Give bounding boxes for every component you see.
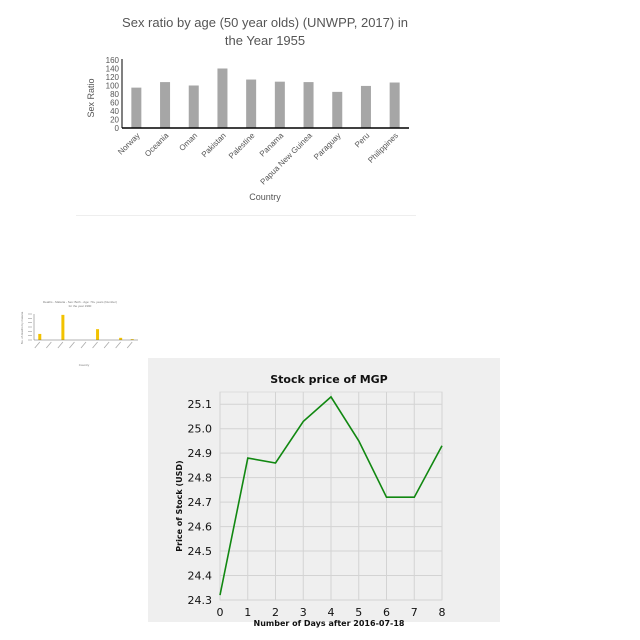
y-tick-label: 24.6 [188, 521, 213, 534]
sex-ratio-y-axis-title: Sex Ratio [86, 78, 96, 117]
x-tick-mark [103, 341, 110, 349]
y-tick-label: 40 [110, 107, 119, 116]
x-tick-label: 0 [217, 606, 224, 619]
x-tick-label: Peru [353, 131, 371, 149]
x-tick-label: Oman [177, 131, 199, 153]
x-tick-label: Panama [258, 131, 286, 159]
sex-ratio-chart-panel: Sex ratio by age (50 year olds) (UNWPP, … [76, 8, 416, 216]
price-line [219, 395, 443, 596]
x-tick-label: 5 [355, 606, 362, 619]
x-tick-mark [34, 341, 41, 349]
x-tick-label: Palestine [227, 131, 257, 161]
bar [389, 82, 400, 128]
x-tick-mark [57, 341, 64, 349]
x-tick-label: Norway [116, 131, 142, 157]
x-tick-label: 4 [328, 606, 335, 619]
sex-ratio-title-line-2: the Year 1955 [225, 33, 305, 48]
sex-ratio-x-axis-title: Country [249, 192, 281, 202]
y-tick-label: 24.7 [188, 496, 213, 509]
stock-plot-area: 24.3 24.4 24.5 24.6 24.7 24.8 24.9 25.0 25.1 0 1 2 3… [188, 391, 446, 619]
malaria-plot-area [28, 313, 138, 349]
x-tick-label: 6 [383, 606, 390, 619]
y-tick-label: 120 [106, 73, 120, 82]
y-tick-label: 80 [110, 90, 119, 99]
stock-chart-panel: Stock price of MGP Price of Stock (USD) … [148, 358, 500, 628]
divider [76, 215, 416, 216]
x-tick-label: Paraguay [312, 131, 343, 162]
x-tick-label: Oceania [143, 131, 171, 159]
bar [274, 81, 285, 128]
y-tick-label: 60 [110, 99, 119, 108]
bar [131, 87, 142, 128]
x-tick-label: 3 [300, 606, 307, 619]
x-tick-mark [92, 341, 98, 349]
bar [160, 82, 171, 128]
x-tick-mark [126, 341, 133, 349]
malaria-title-line-1: Deaths - Malaria - Sex: Both - Age: 70+ … [43, 300, 117, 304]
bar [303, 82, 314, 128]
malaria-y-axis-title: No. of deaths by malaria [20, 311, 24, 344]
x-tick-label: 8 [439, 606, 446, 619]
x-tick-label: Papua New Guinea [259, 131, 315, 187]
y-tick-label: 24.8 [188, 472, 213, 485]
stock-chart-title: Stock price of MGP [270, 373, 388, 386]
x-tick-mark [115, 341, 121, 349]
bar [188, 85, 199, 128]
stock-x-axis-title: Number of Days after 2016-07-18 [254, 619, 405, 628]
x-tick-mark [80, 341, 87, 349]
x-tick-label: 1 [244, 606, 251, 619]
y-tick-label: 160 [106, 56, 120, 65]
bar [130, 339, 134, 340]
x-tick-label: 2 [272, 606, 279, 619]
bar [119, 337, 123, 340]
stock-y-axis-title: Price of Stock (USD) [175, 460, 184, 551]
stock-price-chart: Stock price of MGP Price of Stock (USD) … [175, 373, 446, 628]
y-tick-label: 24.4 [188, 570, 213, 583]
y-tick-label: 25.0 [188, 423, 213, 436]
malaria-chart: Deaths - Malaria - Sex: Both - Age: 70+ … [20, 300, 138, 367]
y-tick-label: 20 [110, 116, 119, 125]
y-tick-label: 100 [106, 82, 120, 91]
y-tick-label: 140 [106, 65, 120, 74]
sex-ratio-chart: Sex ratio by age (50 year olds) (UNWPP, … [86, 15, 409, 202]
bar [360, 85, 371, 128]
bar [246, 79, 257, 128]
x-tick-label: Philippines [366, 131, 400, 165]
x-tick-mark [69, 341, 75, 349]
y-tick-label: 24.3 [188, 594, 213, 607]
x-tick-label: Pakistan [200, 131, 228, 159]
malaria-x-axis-title: Country [79, 363, 90, 367]
y-tick-label: 24.5 [188, 545, 213, 558]
bar [61, 314, 65, 340]
bar [217, 68, 228, 128]
bar [332, 91, 343, 128]
y-tick-label: 0 [115, 124, 120, 133]
malaria-title-line-2: for the year 1990 [69, 304, 92, 308]
x-tick-label: 7 [411, 606, 418, 619]
y-tick-label: 24.9 [188, 447, 213, 460]
y-tick-label: 25.1 [188, 398, 213, 411]
x-tick-mark [46, 341, 52, 349]
malaria-chart-panel: Deaths - Malaria - Sex: Both - Age: 70+ … [18, 296, 142, 370]
sex-ratio-title-line-1: Sex ratio by age (50 year olds) (UNWPP, … [122, 15, 408, 30]
bar [96, 329, 100, 340]
bar [38, 333, 42, 340]
